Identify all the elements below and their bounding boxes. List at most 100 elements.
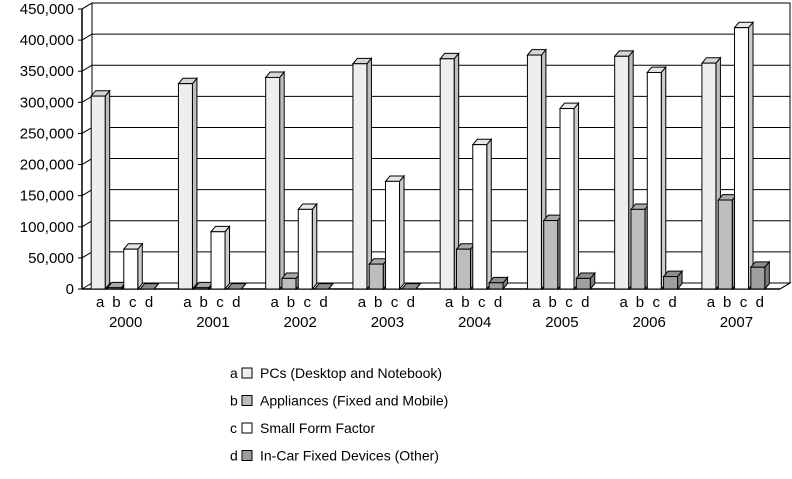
x-sub-label: d bbox=[581, 294, 589, 311]
y-tick-label: 50,000 bbox=[28, 250, 74, 267]
bar-b-2003 bbox=[368, 257, 389, 291]
x-sub-label: a bbox=[358, 294, 367, 311]
x-sub-label: d bbox=[494, 294, 502, 311]
legend-swatch bbox=[241, 422, 253, 434]
x-tick-label: 2002 bbox=[283, 314, 316, 331]
bar-c-2002 bbox=[297, 202, 318, 291]
legend-label: Appliances (Fixed and Mobile) bbox=[260, 393, 448, 409]
bar-d-2006 bbox=[662, 269, 684, 291]
y-tick-label: 150,000 bbox=[20, 188, 74, 205]
x-sub-label: d bbox=[232, 294, 240, 311]
x-sub-label: b bbox=[374, 294, 382, 311]
x-sub-label: a bbox=[183, 294, 192, 311]
bar-b-2005 bbox=[542, 213, 564, 291]
x-sub-label: c bbox=[304, 294, 312, 311]
gridline-side bbox=[81, 158, 93, 165]
bar-b-2007 bbox=[717, 193, 738, 291]
legend-key: b bbox=[230, 393, 238, 409]
x-tick-label: 2007 bbox=[720, 314, 753, 331]
x-sub-label: c bbox=[740, 294, 748, 311]
gridline-side bbox=[81, 64, 93, 72]
bar-c-2006 bbox=[646, 65, 667, 291]
legend-label: Small Form Factor bbox=[260, 420, 375, 436]
y-tick-label: 350,000 bbox=[20, 63, 74, 80]
bar-d-2001 bbox=[226, 283, 247, 290]
x-sub-label: c bbox=[653, 294, 661, 311]
bar-a-2007 bbox=[700, 56, 722, 291]
x-sub-label: a bbox=[620, 294, 629, 311]
bar-a-2005 bbox=[526, 48, 547, 291]
axis-layer: 0 50,000 100,000 150,000 200,000 250,000 300,0… bbox=[20, 1, 791, 298]
y-tick-label: 100,000 bbox=[20, 219, 74, 236]
bar-c-2007 bbox=[733, 20, 755, 291]
legend-entry: b Appliances (Fixed and Mobile) bbox=[230, 393, 448, 409]
legend-key: a bbox=[230, 365, 238, 381]
legend-entry: d In-Car Fixed Devices (Other) bbox=[230, 448, 439, 464]
x-tick-label: 2006 bbox=[632, 314, 665, 331]
x-tick-label: 2004 bbox=[458, 314, 491, 331]
x-sub-label: c bbox=[129, 294, 137, 311]
x-tick-label: 2005 bbox=[545, 314, 578, 331]
x-sub-label: a bbox=[532, 294, 541, 311]
x-tick-label: 2001 bbox=[196, 314, 229, 331]
x-tick-label: 2000 bbox=[109, 314, 142, 331]
x-sub-label: d bbox=[407, 294, 415, 311]
legend-swatch bbox=[241, 395, 253, 406]
x-sub-label: d bbox=[668, 294, 676, 311]
bar-c-2003 bbox=[384, 174, 406, 291]
bar-b-2002 bbox=[280, 271, 302, 291]
x-sub-label: b bbox=[287, 294, 295, 311]
x-sub-label: a bbox=[96, 294, 105, 311]
bar-d-2004 bbox=[488, 275, 509, 291]
y-tick-label: 300,000 bbox=[20, 94, 74, 111]
gridline-side bbox=[81, 33, 93, 41]
bar-d-2005 bbox=[575, 271, 596, 291]
x-sub-label: c bbox=[565, 294, 573, 311]
x-sub-label: d bbox=[319, 294, 327, 311]
x-sub-label: d bbox=[756, 294, 764, 311]
bar-a-2006 bbox=[613, 49, 635, 291]
bar-a-2001 bbox=[177, 76, 198, 291]
bar-c-2001 bbox=[209, 224, 231, 291]
x-sub-label: b bbox=[200, 294, 208, 311]
bar-a-2004 bbox=[439, 51, 460, 291]
legend: a PCs (Desktop and Notebook) b Appliances (… bbox=[230, 365, 448, 464]
bar-c-2005 bbox=[558, 101, 580, 291]
bar-d-2003 bbox=[400, 283, 422, 290]
legend-label: PCs (Desktop and Notebook) bbox=[260, 365, 442, 381]
bar-b-2004 bbox=[455, 242, 477, 291]
legend-key: d bbox=[230, 448, 238, 464]
gridline-side bbox=[81, 189, 93, 197]
bar-d-2000 bbox=[139, 283, 160, 290]
x-sub-label: b bbox=[636, 294, 644, 311]
x-sub-label: c bbox=[391, 294, 399, 311]
x-sub-label: d bbox=[145, 294, 153, 311]
x-sub-label: b bbox=[723, 294, 731, 311]
bar-d-2002 bbox=[313, 283, 335, 290]
gridline-side bbox=[81, 127, 93, 134]
y-tick-label: 0 bbox=[66, 281, 74, 298]
bar-a-2002 bbox=[264, 70, 286, 291]
bar-b-2006 bbox=[629, 202, 651, 291]
x-sub-label: a bbox=[271, 294, 280, 311]
gridline-side bbox=[81, 251, 93, 259]
y-tick-label: 200,000 bbox=[20, 157, 74, 174]
x-sub-label: c bbox=[478, 294, 486, 311]
bar-d-2007 bbox=[749, 260, 771, 291]
y-tick-label: 250,000 bbox=[20, 125, 74, 142]
bar-layer bbox=[90, 20, 771, 291]
legend-entry: c Small Form Factor bbox=[230, 420, 375, 436]
y-tick-label: 400,000 bbox=[20, 32, 74, 49]
x-sub-label: b bbox=[461, 294, 469, 311]
y-tick-label: 450,000 bbox=[20, 1, 74, 18]
x-sub-label: b bbox=[549, 294, 557, 311]
legend-key: c bbox=[230, 420, 237, 436]
gridline-side bbox=[81, 220, 93, 228]
bar-c-2000 bbox=[122, 242, 144, 291]
gridline-side bbox=[81, 95, 93, 103]
bar-c-2004 bbox=[471, 137, 493, 291]
legend-swatch bbox=[241, 367, 253, 379]
legend-label: In-Car Fixed Devices (Other) bbox=[260, 448, 439, 464]
